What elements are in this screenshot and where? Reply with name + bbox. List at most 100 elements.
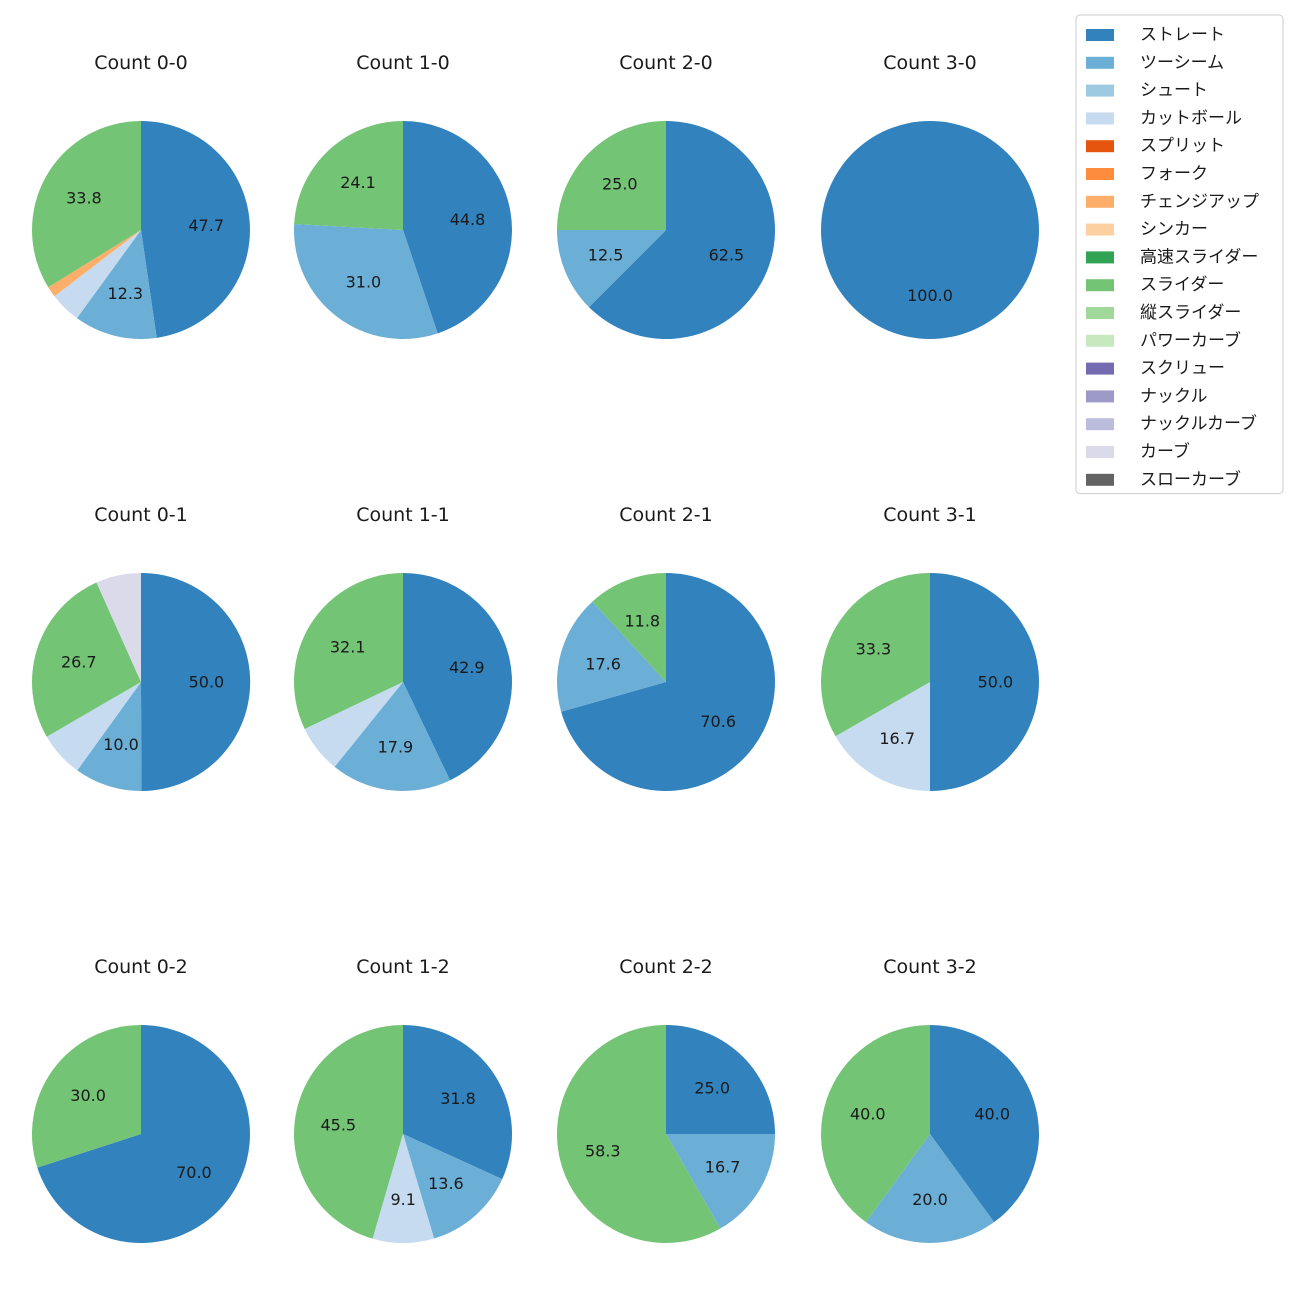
pie-panels: Count 0-0 47.7 12.3 33.8 Count 1-0 44.8 31.0 24… bbox=[31, 52, 1039, 1243]
legend-label: スプリット bbox=[1140, 136, 1225, 156]
pie-slice-label: 25.0 bbox=[602, 174, 638, 193]
pie-slice-3 bbox=[54, 230, 141, 319]
pie-slice-4 bbox=[294, 573, 403, 730]
legend-swatch bbox=[1086, 29, 1114, 41]
pie-count-2-2: Count 2-2 25.0 16.7 58.3 bbox=[556, 956, 775, 1243]
legend-swatch bbox=[1086, 251, 1114, 264]
pie-slice-label: 31.0 bbox=[346, 273, 382, 292]
legend-item: シュート bbox=[1086, 81, 1208, 101]
legend-label: シュート bbox=[1140, 81, 1208, 101]
pie-slice-2 bbox=[334, 682, 451, 791]
legend: ストレートツーシームシュートカットボールスプリットフォークチェンジアップシンカー… bbox=[1075, 14, 1284, 495]
pie-slice-label: 32.1 bbox=[330, 638, 366, 657]
pie-slice-1 bbox=[141, 121, 250, 338]
pie-title: Count 0-1 bbox=[94, 504, 188, 526]
legend-label: ナックル bbox=[1140, 386, 1208, 406]
legend-label: シンカー bbox=[1140, 220, 1208, 240]
pie-title: Count 3-1 bbox=[883, 504, 977, 526]
legend-swatch bbox=[1086, 195, 1114, 208]
legend-swatch bbox=[1086, 390, 1114, 403]
pie-title: Count 3-0 bbox=[883, 52, 977, 74]
pie-slice-2 bbox=[557, 230, 666, 308]
legend-item: チェンジアップ bbox=[1086, 192, 1259, 212]
pie-slice-label: 16.7 bbox=[879, 729, 915, 748]
pie-title: Count 0-0 bbox=[94, 52, 188, 74]
pie-count-1-1: Count 1-1 42.9 17.9 32.1 bbox=[294, 504, 512, 791]
legend-label: チェンジアップ bbox=[1140, 192, 1259, 212]
legend-swatch bbox=[1086, 362, 1114, 375]
pie-slice-label: 17.9 bbox=[378, 738, 414, 757]
pie-title: Count 1-0 bbox=[356, 52, 450, 74]
pie-slice-2 bbox=[666, 1134, 775, 1229]
pie-slice-1 bbox=[821, 121, 1039, 339]
pie-slice-3 bbox=[294, 121, 403, 230]
pie-title: Count 2-2 bbox=[619, 956, 713, 978]
legend-swatch bbox=[1086, 473, 1114, 486]
pie-slice-1 bbox=[930, 1025, 1039, 1223]
pie-slice-3 bbox=[304, 682, 403, 767]
pie-slice-2 bbox=[76, 230, 157, 339]
pie-slice-label: 16.7 bbox=[705, 1157, 741, 1176]
pie-slice-2 bbox=[403, 1134, 503, 1239]
pie-slice-label: 10.0 bbox=[103, 735, 139, 754]
pie-slice-label: 26.7 bbox=[61, 652, 97, 671]
pie-count-0-2: Count 0-2 70.0 30.0 bbox=[31, 956, 250, 1243]
pie-slice-label: 58.3 bbox=[585, 1141, 621, 1160]
legend-swatch bbox=[1086, 279, 1114, 292]
legend-item: スローカーブ bbox=[1086, 469, 1241, 490]
legend-label: カットボール bbox=[1140, 108, 1242, 128]
legend-label: ツーシーム bbox=[1140, 53, 1224, 73]
legend-item: スライダー bbox=[1086, 275, 1224, 295]
pie-slice-3 bbox=[46, 682, 141, 771]
legend-item: シンカー bbox=[1086, 220, 1208, 240]
legend-label: 高速スライダー bbox=[1140, 247, 1258, 267]
pie-slice-label: 24.1 bbox=[340, 173, 376, 192]
pie-slice-label: 20.0 bbox=[912, 1190, 948, 1209]
pie-slice-1 bbox=[561, 573, 776, 791]
legend-label: カーブ bbox=[1140, 441, 1190, 462]
pie-slice-3 bbox=[557, 121, 666, 230]
legend-item: パワーカーブ bbox=[1086, 330, 1241, 351]
pie-title: Count 0-2 bbox=[94, 956, 188, 978]
legend-swatch bbox=[1086, 84, 1114, 97]
pie-slice-label: 30.0 bbox=[70, 1086, 106, 1105]
pie-slice-1 bbox=[403, 1025, 512, 1180]
pie-slice-2 bbox=[31, 1025, 142, 1168]
pie-count-0-1: Count 0-1 50.0 10.0 26.7 bbox=[32, 504, 251, 792]
legend-item: ストレート bbox=[1086, 25, 1225, 45]
legend-item: フォーク bbox=[1086, 164, 1208, 184]
pie-slice-label: 45.5 bbox=[320, 1115, 356, 1134]
legend-swatch bbox=[1086, 168, 1114, 180]
pie-slice-1 bbox=[666, 1025, 775, 1134]
legend-swatch bbox=[1086, 140, 1114, 153]
pie-slice-label: 40.0 bbox=[974, 1104, 1010, 1123]
pie-slice-4 bbox=[294, 1025, 403, 1239]
legend-swatch bbox=[1086, 56, 1114, 69]
pie-slice-label: 33.3 bbox=[856, 640, 892, 659]
pie-count-2-1: Count 2-1 70.6 17.6 11.8 bbox=[557, 504, 776, 791]
pie-slice-1 bbox=[37, 1025, 250, 1243]
legend-item: カーブ bbox=[1086, 441, 1190, 462]
pie-slice-label: 12.3 bbox=[107, 284, 143, 303]
pie-slice-1 bbox=[141, 572, 251, 791]
pie-slice-2 bbox=[557, 601, 666, 712]
pie-slice-label: 31.8 bbox=[440, 1089, 476, 1108]
legend-swatch bbox=[1086, 418, 1114, 431]
legend-item: ナックルカーブ bbox=[1086, 413, 1257, 434]
pie-slice-2 bbox=[865, 1134, 995, 1243]
pie-slice-label: 17.6 bbox=[585, 655, 621, 674]
legend-label: 縦スライダー bbox=[1140, 303, 1241, 323]
pie-slice-label: 40.0 bbox=[850, 1104, 886, 1123]
legend-label: ストレート bbox=[1140, 25, 1225, 45]
pie-slice-label: 25.0 bbox=[694, 1078, 730, 1097]
pie-slice-2 bbox=[294, 224, 438, 339]
pie-slice-4 bbox=[48, 230, 141, 297]
pie-slice-label: 42.9 bbox=[449, 658, 485, 677]
pie-slice-label: 70.0 bbox=[176, 1163, 212, 1182]
pie-count-3-1: Count 3-1 50.0 16.7 33.3 bbox=[821, 504, 1039, 791]
legend-frame bbox=[1075, 14, 1284, 495]
legend-item: 高速スライダー bbox=[1086, 247, 1258, 267]
pie-slice-label: 70.6 bbox=[700, 712, 736, 731]
pie-slice-label: 11.8 bbox=[624, 612, 660, 631]
